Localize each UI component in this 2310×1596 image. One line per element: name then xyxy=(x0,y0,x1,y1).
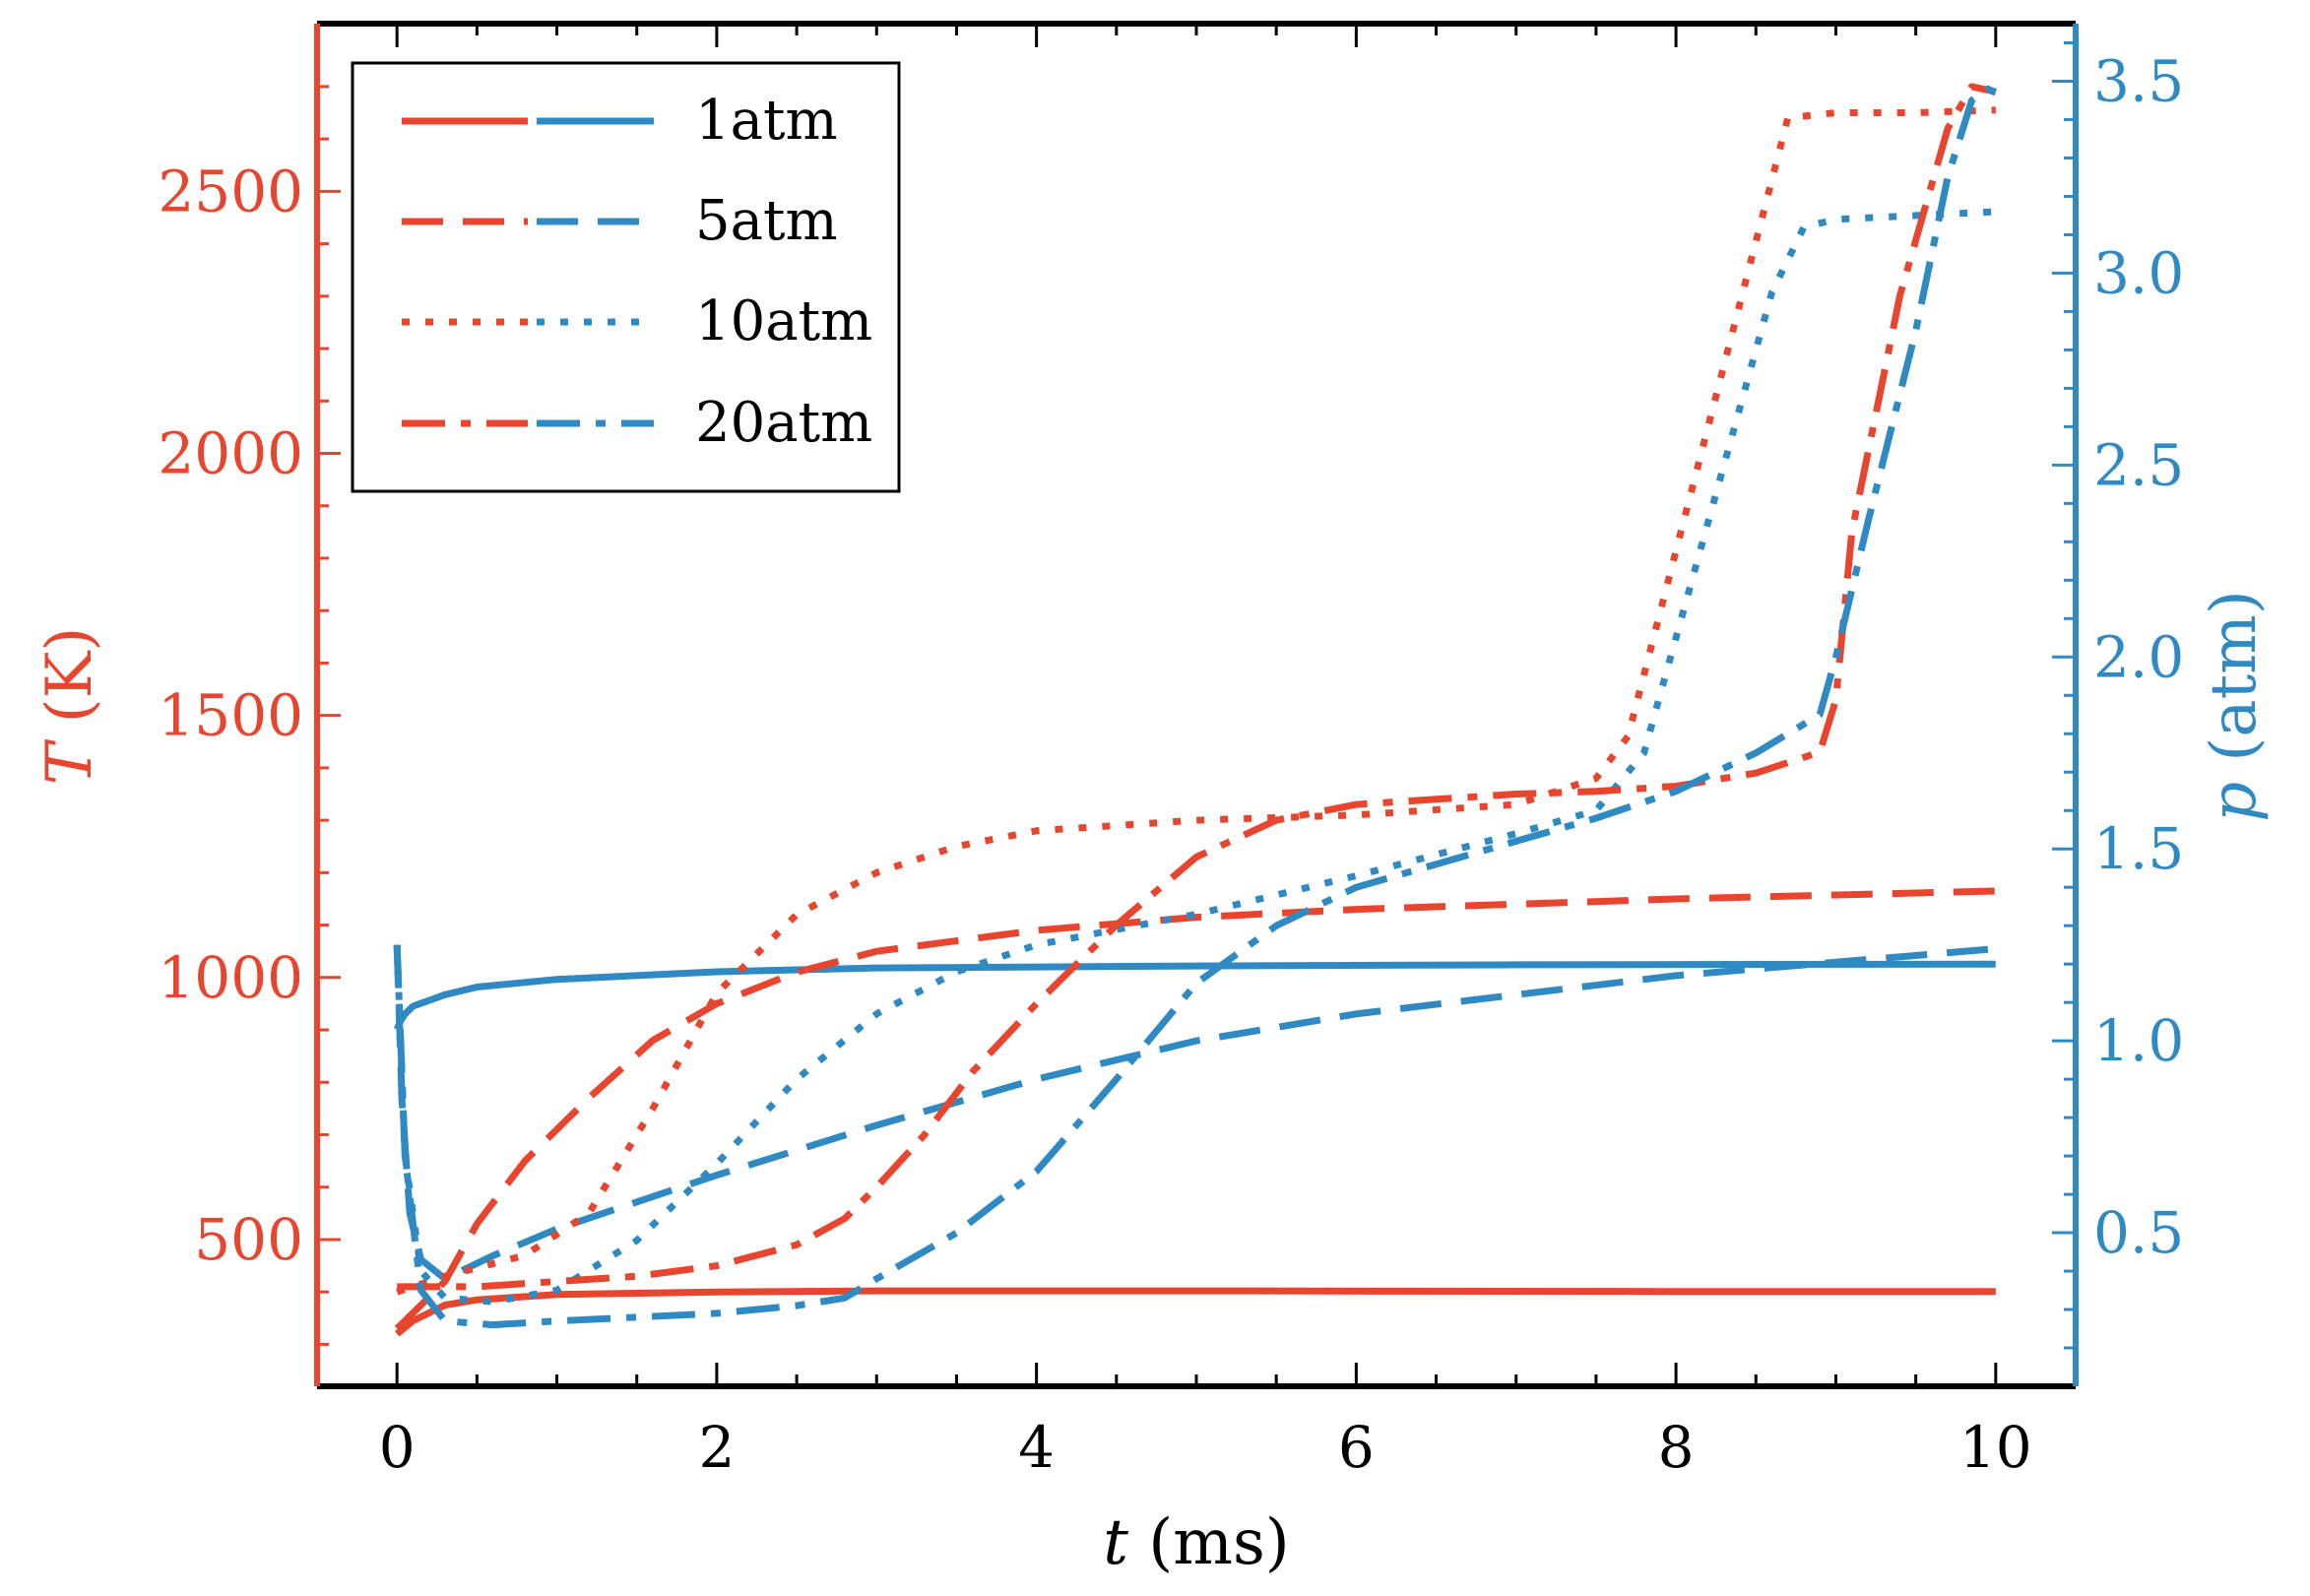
x-tick-label: 2 xyxy=(698,1414,735,1481)
series-line-p-1atm xyxy=(393,960,1996,1031)
right-tick-label: 3.5 xyxy=(2093,47,2184,114)
legend-label-20atm: 20atm xyxy=(695,391,872,455)
plot-area xyxy=(393,83,1998,1337)
series-line-p-20atm xyxy=(393,85,1998,1329)
x-axis-title: t (ms) xyxy=(1103,1506,1290,1579)
x-tick-label: 6 xyxy=(1338,1414,1375,1481)
legend-samples xyxy=(402,117,654,427)
series-line-p-5atm xyxy=(393,944,1997,1283)
legend-label-1atm: 1atm xyxy=(695,89,838,153)
legend-label-5atm: 5atm xyxy=(695,189,838,253)
x-tick-label: 10 xyxy=(1959,1414,2032,1481)
series-line-t-1atm xyxy=(394,1287,1996,1337)
x-tick-label: 4 xyxy=(1018,1414,1055,1481)
left-tick-label: 500 xyxy=(194,1206,303,1273)
left-tick-label: 2000 xyxy=(158,419,303,486)
series-layer xyxy=(393,83,1998,1337)
x-tick-label: 8 xyxy=(1658,1414,1695,1481)
left-tick-label: 1500 xyxy=(158,682,303,749)
x-tick-label: 0 xyxy=(379,1414,416,1481)
right-tick-label: 1.5 xyxy=(2093,815,2184,882)
right-tick-label: 0.5 xyxy=(2093,1199,2184,1266)
legend-label-10atm: 10atm xyxy=(695,289,872,353)
axes-layer: 0 2 4 6 8 10 500 1000 1500 2000 2500 0.5 1.0 1.5 2.0 2.… xyxy=(158,21,2184,1481)
right-axis-title: p (atm) xyxy=(2198,590,2271,822)
left-tick-label: 2500 xyxy=(158,158,303,224)
right-tick-label: 2.5 xyxy=(2093,431,2184,498)
right-tick-label: 2.0 xyxy=(2093,623,2184,690)
right-tick-label: 1.0 xyxy=(2093,1007,2184,1074)
series-line-t-10atm xyxy=(396,106,1996,1296)
series-line-t-20atm xyxy=(397,83,1997,1291)
left-axis-title: T (K) xyxy=(33,627,106,786)
series-line-p-10atm xyxy=(393,208,1996,1306)
left-tick-label: 1000 xyxy=(158,944,303,1011)
legend: 1atm 5atm 10atm 20atm xyxy=(351,61,901,493)
right-tick-label: 3.0 xyxy=(2093,239,2184,306)
series-line-t-5atm xyxy=(394,887,1996,1331)
